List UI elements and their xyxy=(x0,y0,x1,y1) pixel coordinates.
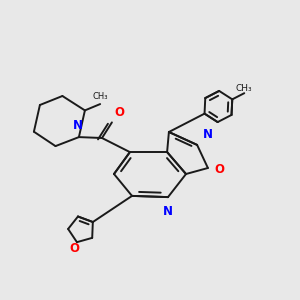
Text: O: O xyxy=(114,106,124,119)
Text: CH₃: CH₃ xyxy=(92,92,108,101)
Text: N: N xyxy=(72,119,82,132)
Text: O: O xyxy=(214,163,224,176)
Text: O: O xyxy=(70,242,80,255)
Text: N: N xyxy=(163,205,173,218)
Text: CH₃: CH₃ xyxy=(236,84,253,93)
Text: N: N xyxy=(202,128,212,141)
